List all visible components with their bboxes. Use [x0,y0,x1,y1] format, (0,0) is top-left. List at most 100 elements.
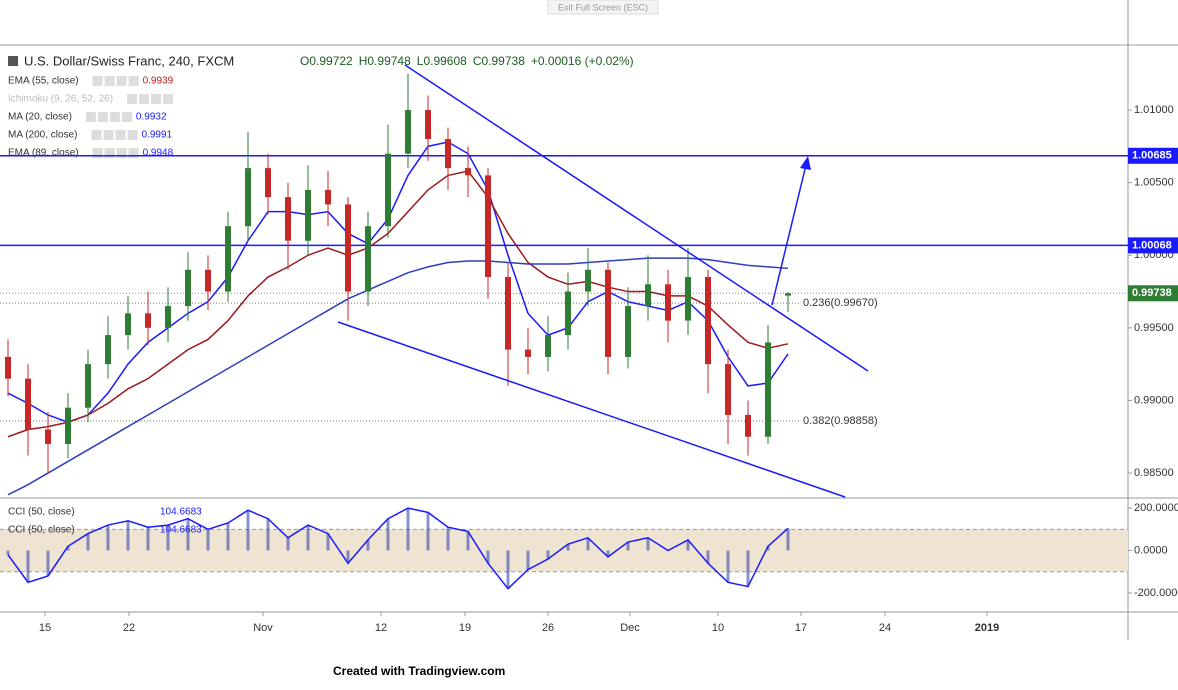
candle-body [345,204,351,292]
x-tick-label: 17 [795,622,807,634]
indicator-button[interactable] [109,112,120,122]
candle-body [65,407,71,445]
level-label: 1.00068 [1132,239,1172,251]
candle-body [325,189,331,205]
candle-body [145,313,151,328]
ohlc-value: L0.99608 [417,54,467,68]
candle-body [685,277,691,321]
indicator-button[interactable] [97,112,108,122]
candle-body [385,153,391,227]
ohlc-value: O0.99722 [300,54,353,68]
ohlc-value: C0.99738 [473,54,525,68]
cci-tick-label: 200.0000 [1134,502,1178,514]
indicator-button[interactable] [151,94,162,104]
candle-body [125,313,131,336]
candle-body [585,269,591,292]
indicator-button[interactable] [139,94,150,104]
x-tick-label: 24 [879,622,891,634]
x-tick-label: 26 [542,622,554,634]
ma-line [7,170,789,438]
cci-line [7,507,789,590]
x-tick-label: 19 [459,622,471,634]
indicator-button[interactable] [116,148,127,158]
indicator-button[interactable] [128,148,139,158]
x-tick-label: 12 [375,622,387,634]
indicator-button[interactable] [127,94,138,104]
indicator-value: 0.9932 [136,112,167,123]
y-tick-label: 0.98500 [1134,467,1174,479]
upper-trendline [404,64,869,372]
candle-body [25,378,31,430]
candle-body [625,306,631,357]
indicator-button[interactable] [121,112,132,122]
indicator-label: MA (200, close) [8,130,77,141]
indicator-value: 0.9939 [143,76,174,87]
indicator-button[interactable] [115,130,126,140]
indicator-label: EMA (89, close) [8,148,79,159]
candle-body [405,110,411,154]
level-label: 1.00685 [1132,150,1172,162]
indicator-button[interactable] [116,76,127,86]
x-tick-label: 22 [123,622,135,634]
indicator-button[interactable] [92,76,103,86]
candle-body [245,168,251,227]
ma-line [7,141,789,424]
candle-body [5,356,11,379]
indicator-button[interactable] [91,130,102,140]
footer: Created with Tradingview.com [333,664,505,678]
cci-legend-value: 104.6683 [160,525,202,536]
fib-label: 0.236(0.99670) [803,297,878,309]
banner-box[interactable] [547,0,659,15]
indicator-value: 0.9991 [141,130,172,141]
indicator-button[interactable] [104,76,115,86]
level-box [1128,147,1178,164]
arrow-head [800,156,811,170]
y-tick-label: 1.00500 [1134,177,1174,189]
cci-legend: CCI (50, close) [8,507,75,518]
drawings [337,64,869,498]
indicator-button[interactable] [128,76,139,86]
candle-body [725,364,731,415]
indicator-button[interactable] [104,148,115,158]
last-price-label: 0.99738 [1132,287,1172,299]
y-tick-label: 1.01000 [1134,104,1174,116]
x-tick-label: Nov [253,622,273,634]
indicator-button[interactable] [127,130,138,140]
x-tick-label: Dec [620,622,640,634]
candle-body [225,226,231,292]
lower-trendline [337,321,846,498]
candle-body [565,291,571,336]
y-tick-label: 0.99500 [1134,322,1174,334]
candle-body [485,175,491,278]
candle-body [785,293,791,296]
candle-body [765,342,771,437]
symbol-title: U.S. Dollar/Swiss Franc, 240, FXCM [24,53,234,68]
candle-body [205,269,211,292]
banner[interactable]: Exit Full Screen (ESC) [558,2,648,12]
candle-body [525,349,531,357]
candle-body [445,139,451,169]
candle-body [285,197,291,241]
ohlc-value: +0.00016 (+0.02%) [531,54,634,68]
candle-body [165,306,171,328]
last-price-box [1128,285,1178,302]
x-tick-label: 10 [712,622,724,634]
candle-body [85,364,91,408]
indicator-button[interactable] [163,94,174,104]
candle-body [505,277,511,350]
x-tick-label: 2019 [975,622,999,634]
candle-body [605,269,611,357]
ma-line [7,257,789,496]
fib-label: 0.382(0.98858) [803,415,878,427]
indicator-button[interactable] [92,148,103,158]
candle-body [185,269,191,307]
indicator-value: 0.9948 [143,148,174,159]
indicator-button[interactable] [103,130,114,140]
indicator-button[interactable] [85,112,96,122]
indicator-label: MA (20, close) [8,112,72,123]
indicator-label: EMA (55, close) [8,76,79,87]
collapse-icon[interactable] [8,56,18,66]
candle-body [645,284,651,307]
cci-tick-label: -200.0000 [1134,587,1178,599]
